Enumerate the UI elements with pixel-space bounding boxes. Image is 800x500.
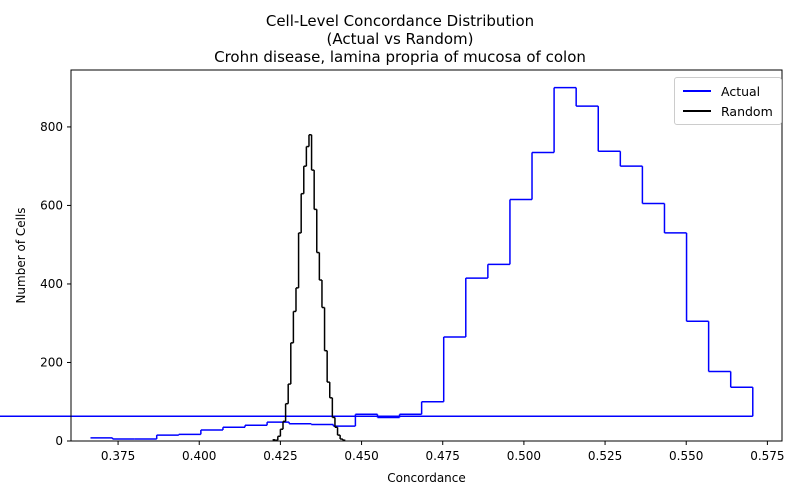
y-tick-label: 0 — [55, 434, 63, 448]
y-axis-ticks: 0 200 400 600 800 — [40, 120, 71, 448]
y-tick-label: 800 — [40, 120, 63, 134]
legend-item-actual: Actual — [683, 83, 760, 99]
x-axis-label: Concordance — [387, 471, 466, 485]
chart-legend: Actual Random — [674, 77, 782, 125]
x-tick-label: 0.425 — [263, 449, 297, 463]
series-actual — [0, 86, 754, 440]
x-tick-label: 0.500 — [507, 449, 541, 463]
legend-item-random: Random — [683, 103, 773, 119]
y-tick-label: 400 — [40, 277, 63, 291]
plot-area — [70, 69, 783, 442]
x-tick-label: 0.550 — [669, 449, 703, 463]
series-random — [272, 134, 346, 441]
legend-label-random: Random — [721, 103, 773, 119]
chart-title-line-1: Cell-Level Concordance Distribution — [265, 12, 535, 30]
x-tick-label: 0.400 — [182, 449, 216, 463]
x-tick-label: 0.575 — [750, 449, 784, 463]
x-axis-ticks: 0.375 0.400 0.425 0.450 0.475 0.500 0.525 0.550… — [101, 441, 785, 463]
y-tick-label: 600 — [40, 198, 63, 212]
x-tick-label: 0.375 — [101, 449, 135, 463]
chart-title-line-2: (Actual vs Random) — [326, 30, 474, 48]
y-axis-label: Number of Cells — [14, 207, 28, 303]
legend-label-actual: Actual — [721, 83, 761, 99]
y-tick-label: 200 — [40, 355, 63, 369]
x-tick-label: 0.525 — [588, 449, 622, 463]
x-tick-label: 0.475 — [426, 449, 460, 463]
x-tick-label: 0.450 — [344, 449, 378, 463]
legend-swatch-actual — [683, 90, 711, 92]
series-layer — [0, 86, 754, 441]
chart-title-line-3: Crohn disease, lamina propria of mucosa … — [214, 48, 586, 66]
legend-swatch-random — [683, 110, 711, 112]
